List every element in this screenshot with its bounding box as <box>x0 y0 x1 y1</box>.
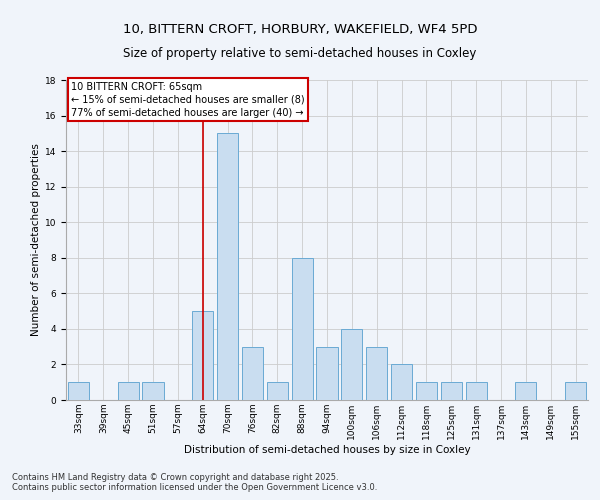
Bar <box>466 382 487 400</box>
Bar <box>391 364 412 400</box>
Bar <box>242 346 263 400</box>
Bar <box>217 134 238 400</box>
Bar <box>366 346 387 400</box>
Text: 10, BITTERN CROFT, HORBURY, WAKEFIELD, WF4 5PD: 10, BITTERN CROFT, HORBURY, WAKEFIELD, W… <box>123 22 477 36</box>
Bar <box>192 311 213 400</box>
Bar <box>441 382 462 400</box>
Bar <box>142 382 164 400</box>
Text: Size of property relative to semi-detached houses in Coxley: Size of property relative to semi-detach… <box>124 48 476 60</box>
Y-axis label: Number of semi-detached properties: Number of semi-detached properties <box>31 144 41 336</box>
Text: Contains HM Land Registry data © Crown copyright and database right 2025.
Contai: Contains HM Land Registry data © Crown c… <box>12 473 377 492</box>
Bar <box>416 382 437 400</box>
Bar <box>341 329 362 400</box>
X-axis label: Distribution of semi-detached houses by size in Coxley: Distribution of semi-detached houses by … <box>184 444 470 454</box>
Bar <box>316 346 338 400</box>
Bar <box>515 382 536 400</box>
Bar <box>267 382 288 400</box>
Text: 10 BITTERN CROFT: 65sqm
← 15% of semi-detached houses are smaller (8)
77% of sem: 10 BITTERN CROFT: 65sqm ← 15% of semi-de… <box>71 82 305 118</box>
Bar <box>68 382 89 400</box>
Bar <box>565 382 586 400</box>
Bar <box>292 258 313 400</box>
Bar <box>118 382 139 400</box>
